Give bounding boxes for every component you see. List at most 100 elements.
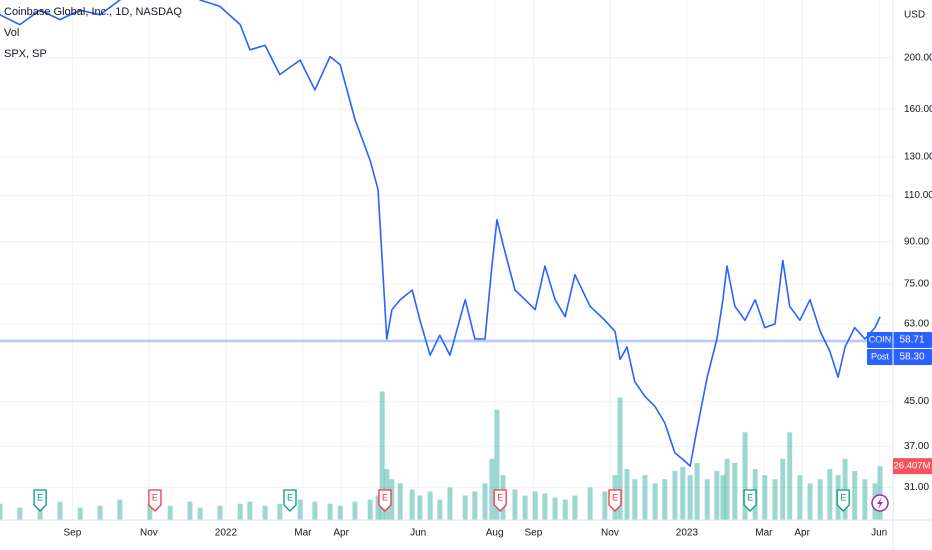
volume-bar (375, 495, 381, 520)
y-tick-label: 75.00 (904, 278, 929, 289)
volume-bar (694, 462, 700, 520)
x-tick-label: Mar (755, 528, 773, 539)
volume-bar (297, 499, 303, 520)
earnings-label: E (287, 492, 293, 502)
earnings-label: E (37, 492, 43, 502)
x-tick-label: Aug (486, 528, 504, 539)
volume-bar (862, 479, 868, 520)
volume-bar (462, 495, 468, 520)
volume-bar (187, 501, 193, 520)
volume-bar (472, 491, 478, 520)
x-tick-label: Apr (333, 528, 349, 539)
volume-bar (587, 487, 593, 520)
volume-bar (522, 495, 528, 520)
volume-bar (237, 503, 243, 520)
volume-bar (762, 475, 768, 520)
volume-bar (742, 432, 748, 520)
volume-bar (662, 479, 668, 520)
volume-bar (877, 466, 883, 520)
x-tick-label: Jun (410, 528, 426, 539)
earnings-label: E (747, 492, 753, 502)
y-tick-label: 37.00 (904, 441, 929, 452)
volume-bar (827, 469, 833, 520)
volume-bar (562, 499, 568, 520)
volume-bar (147, 503, 153, 520)
earnings-marker (608, 489, 622, 512)
volume-bar (572, 495, 578, 520)
volume-tag (893, 458, 932, 475)
volume-bar (37, 505, 43, 520)
x-tick-label: Mar (294, 528, 312, 539)
earnings-label: E (612, 492, 618, 502)
volume-bar (352, 501, 358, 520)
price-tag-label: COIN (869, 334, 892, 344)
y-tick-label: 31.00 (904, 482, 929, 493)
x-tick-label: 2023 (676, 528, 699, 539)
x-tick-label: Nov (140, 528, 158, 539)
y-tick-label: 110.00 (904, 190, 932, 201)
volume-bar (512, 489, 518, 520)
volume-bar (379, 391, 385, 520)
price-tag-value: 58.30 (899, 352, 924, 363)
volume-bar (542, 493, 548, 520)
volume-bar (672, 471, 678, 520)
earnings-marker (493, 489, 507, 512)
volume-bar (632, 479, 638, 520)
volume-bar (262, 505, 268, 520)
volume-bar (437, 499, 443, 520)
x-tick-label: Nov (601, 528, 619, 539)
y-tick-label: 160.00 (904, 104, 932, 115)
volume-tag-label: 26.407M (894, 461, 931, 472)
dividend-icon (871, 494, 889, 512)
volume-bar (367, 499, 373, 520)
price-tag (867, 332, 932, 348)
y-tick-label: 200.00 (904, 52, 932, 63)
x-tick-label: 2022 (215, 528, 238, 539)
volume-bar (780, 458, 786, 520)
volume-bar (714, 471, 720, 520)
volume-bar (772, 479, 778, 520)
x-tick-label: Sep (525, 528, 543, 539)
earnings-label: E (382, 492, 388, 502)
indicator-label: Vol (4, 27, 19, 39)
earnings-label: E (152, 492, 158, 502)
volume-bar (57, 501, 63, 520)
volume-bar (552, 497, 558, 520)
x-tick-label: Sep (63, 528, 81, 539)
volume-bar (427, 491, 433, 520)
chart-title: Coinbase Global, Inc., 1D, NASDAQ (4, 6, 182, 18)
volume-bar (277, 503, 283, 520)
volume-bar (732, 462, 738, 520)
volume-bar (494, 409, 500, 520)
price-tag (867, 349, 932, 365)
volume-bar (217, 505, 223, 520)
y-tick-label: 90.00 (904, 236, 929, 247)
volume-bar (17, 507, 23, 520)
volume-bar (642, 475, 648, 520)
volume-bar (312, 501, 318, 520)
y-tick-label: 130.00 (904, 152, 932, 163)
volume-bar (327, 503, 333, 520)
volume-bar (817, 479, 823, 520)
volume-bar (489, 458, 495, 520)
volume-bar (652, 483, 658, 520)
volume-bar (77, 507, 83, 520)
volume-bar (417, 495, 423, 520)
volume-bar (397, 483, 403, 520)
volume-bar (797, 475, 803, 520)
earnings-marker (836, 489, 850, 512)
volume-bar (704, 479, 710, 520)
volume-bar (787, 432, 793, 520)
earnings-label: E (840, 492, 846, 502)
price-layer (0, 0, 881, 467)
price-tag-label: Post (871, 351, 890, 361)
volume-bar (852, 471, 858, 520)
volume-bar (532, 491, 538, 520)
y-tick-label: 63.00 (904, 319, 929, 330)
grid (0, 0, 893, 520)
volume-bar (720, 475, 726, 520)
volume-bar (0, 503, 3, 520)
volume-bar (247, 501, 253, 520)
